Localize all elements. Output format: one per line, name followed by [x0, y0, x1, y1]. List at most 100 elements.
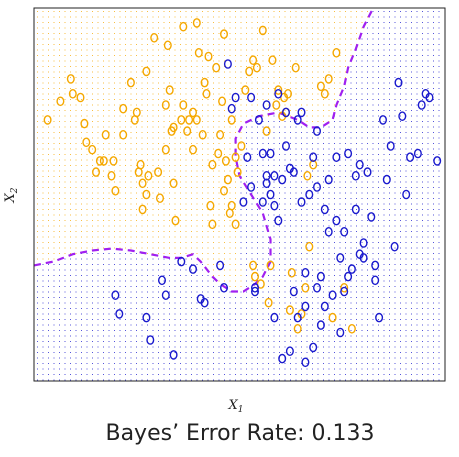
- grid-dot-blue: [295, 346, 297, 348]
- grid-dot-blue: [257, 335, 258, 337]
- grid-dot-orange: [213, 253, 214, 254]
- grid-dot-blue: [411, 11, 412, 12]
- grid-dot-orange: [103, 220, 104, 221]
- grid-dot-orange: [125, 225, 126, 227]
- grid-dot-blue: [114, 313, 115, 315]
- grid-dot-orange: [240, 104, 242, 106]
- grid-dot-blue: [422, 302, 423, 304]
- grid-dot-blue: [163, 335, 165, 337]
- grid-dot-blue: [312, 225, 313, 227]
- grid-dot-orange: [218, 77, 220, 78]
- grid-dot-orange: [207, 159, 209, 161]
- grid-dot-blue: [119, 363, 121, 364]
- grid-dot-blue: [372, 247, 374, 249]
- grid-dot-orange: [147, 11, 148, 12]
- grid-dot-blue: [389, 346, 390, 348]
- grid-dot-blue: [394, 313, 396, 315]
- grid-dot-blue: [180, 363, 181, 364]
- grid-dot-orange: [301, 82, 302, 84]
- grid-dot-orange: [191, 192, 192, 194]
- grid-dot-blue: [312, 374, 313, 375]
- grid-dot-blue: [361, 38, 363, 40]
- grid-dot-orange: [64, 115, 66, 117]
- grid-dot-orange: [75, 225, 77, 227]
- grid-dot-orange: [37, 181, 38, 183]
- grid-dot-blue: [86, 363, 88, 364]
- grid-dot-blue: [378, 49, 379, 51]
- grid-dot-blue: [191, 368, 192, 370]
- grid-dot-blue: [268, 275, 269, 276]
- grid-dot-orange: [251, 38, 253, 40]
- grid-dot-orange: [328, 88, 330, 89]
- grid-dot-orange: [174, 82, 176, 84]
- grid-dot-blue: [312, 324, 313, 326]
- grid-dot-orange: [180, 225, 181, 227]
- grid-dot-orange: [37, 143, 38, 144]
- grid-dot-blue: [339, 170, 341, 172]
- grid-dot-blue: [169, 275, 170, 276]
- grid-dot-blue: [361, 214, 363, 216]
- grid-dot-blue: [334, 324, 335, 326]
- grid-dot-blue: [257, 247, 258, 249]
- grid-dot-blue: [383, 93, 385, 95]
- grid-dot-blue: [378, 203, 379, 205]
- grid-dot-orange: [312, 104, 313, 106]
- grid-dot-blue: [427, 220, 429, 221]
- grid-dot-orange: [240, 82, 242, 84]
- grid-dot-orange: [207, 181, 209, 183]
- grid-dot-blue: [229, 313, 231, 315]
- grid-dot-orange: [70, 22, 71, 23]
- grid-dot-blue: [394, 22, 396, 23]
- grid-dot-orange: [185, 60, 187, 62]
- grid-dot-blue: [125, 330, 126, 331]
- grid-dot-orange: [70, 16, 71, 18]
- grid-dot-blue: [334, 374, 335, 375]
- grid-dot-orange: [81, 159, 82, 161]
- grid-dot-blue: [279, 209, 280, 210]
- grid-dot-blue: [361, 44, 363, 45]
- grid-dot-orange: [86, 66, 88, 67]
- grid-dot-blue: [185, 368, 187, 370]
- grid-dot-blue: [422, 209, 423, 210]
- grid-dot-blue: [433, 11, 434, 12]
- grid-dot-blue: [295, 363, 297, 364]
- grid-dot-blue: [246, 286, 247, 287]
- grid-dot-orange: [235, 264, 236, 265]
- grid-dot-orange: [163, 88, 165, 89]
- grid-dot-orange: [185, 159, 187, 161]
- grid-dot-blue: [191, 275, 192, 276]
- grid-dot-orange: [103, 192, 104, 194]
- grid-dot-orange: [119, 115, 121, 117]
- grid-dot-blue: [295, 308, 297, 309]
- grid-dot-orange: [141, 71, 143, 73]
- grid-dot-blue: [185, 313, 187, 315]
- grid-dot-blue: [207, 330, 209, 331]
- grid-dot-orange: [130, 225, 132, 227]
- grid-dot-blue: [141, 346, 143, 348]
- grid-dot-orange: [152, 209, 154, 210]
- grid-dot-orange: [218, 214, 220, 216]
- grid-dot-orange: [295, 27, 297, 29]
- grid-dot-blue: [317, 335, 319, 337]
- grid-dot-orange: [42, 115, 44, 117]
- grid-dot-blue: [389, 286, 390, 287]
- grid-dot-blue: [180, 302, 181, 304]
- grid-dot-blue: [202, 330, 203, 331]
- grid-dot-blue: [367, 165, 368, 166]
- grid-dot-blue: [185, 346, 187, 348]
- grid-dot-blue: [378, 132, 379, 133]
- grid-dot-blue: [323, 236, 324, 238]
- grid-dot-blue: [427, 22, 429, 23]
- grid-dot-blue: [290, 319, 291, 320]
- grid-dot-orange: [284, 22, 286, 23]
- grid-dot-blue: [372, 302, 374, 304]
- grid-dot-blue: [345, 88, 346, 89]
- grid-dot-blue: [295, 126, 297, 128]
- grid-dot-blue: [328, 192, 330, 194]
- grid-dot-orange: [70, 27, 71, 29]
- grid-dot-blue: [416, 192, 418, 194]
- grid-dot-blue: [378, 126, 379, 128]
- grid-dot-blue: [350, 225, 352, 227]
- grid-dot-orange: [229, 286, 231, 287]
- grid-dot-orange: [53, 198, 55, 199]
